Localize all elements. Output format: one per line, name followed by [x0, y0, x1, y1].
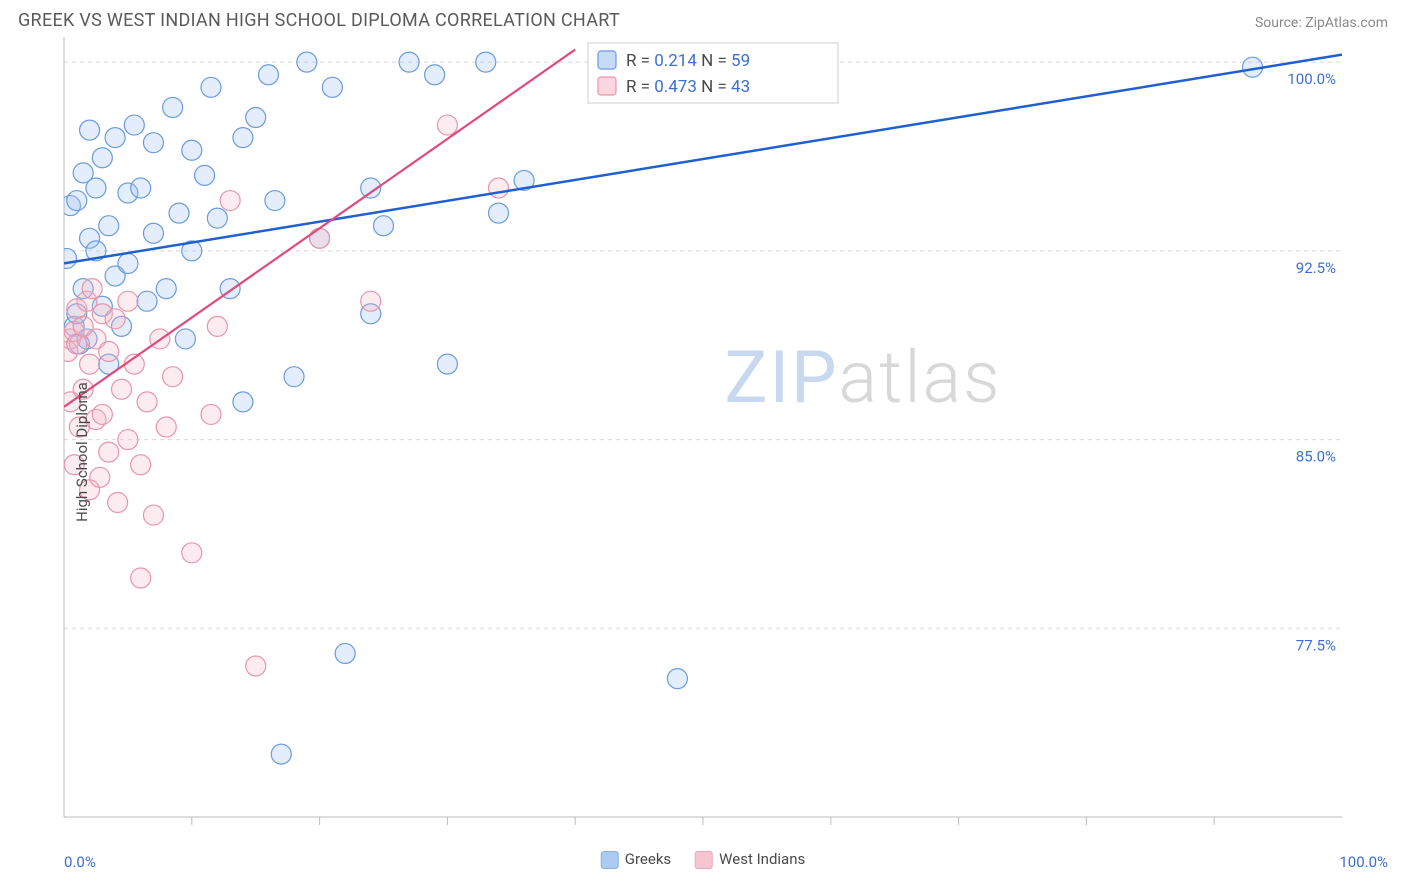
legend-swatch — [695, 851, 713, 869]
legend-swatch — [601, 851, 619, 869]
svg-text:100.0%: 100.0% — [1287, 70, 1336, 88]
chart-title: GREEK VS WEST INDIAN HIGH SCHOOL DIPLOMA… — [18, 10, 620, 31]
legend-item: West Indians — [695, 850, 805, 869]
chart-container: High School Diploma 100.0% 92.5% 85.0% 77.5… — [18, 37, 1388, 867]
svg-text:ZIPatlas: ZIPatlas — [724, 335, 1001, 420]
svg-text:R = 0.473 N = 43: R = 0.473 N = 43 — [626, 77, 750, 97]
y-axis-label: High School Diploma — [73, 382, 91, 522]
svg-text:85.0%: 85.0% — [1296, 448, 1336, 466]
legend-label: West Indians — [719, 850, 805, 868]
scatter-chart: 100.0% 92.5% 85.0% 77.5% ZIPatlas R = 0.214 N… — [18, 37, 1388, 867]
legend-label: Greeks — [625, 850, 671, 868]
source-label: Source: ZipAtlas.com — [1255, 15, 1388, 31]
x-axis-min-label: 0.0% — [64, 853, 96, 871]
svg-text:77.5%: 77.5% — [1296, 636, 1336, 654]
legend-item: Greeks — [601, 850, 671, 869]
svg-text:92.5%: 92.5% — [1296, 259, 1336, 277]
svg-text:R = 0.214 N = 59: R = 0.214 N = 59 — [626, 51, 750, 71]
legend: Greeks West Indians — [601, 850, 805, 869]
x-axis-max-label: 100.0% — [1339, 853, 1388, 871]
